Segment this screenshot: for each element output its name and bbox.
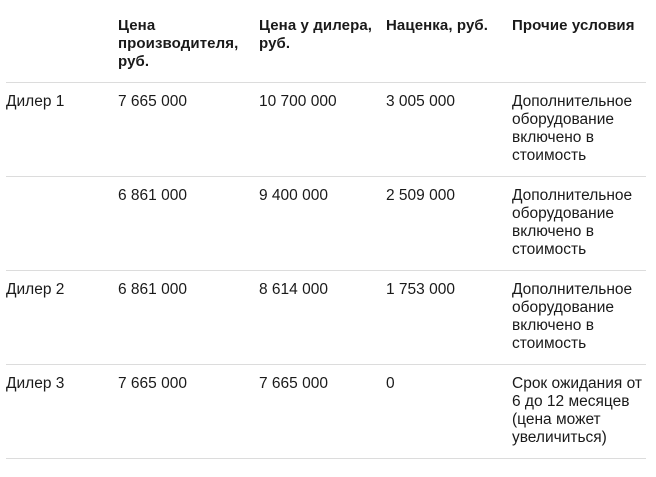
table-row: Дилер 3 7 665 000 7 665 000 0 Срок ожида… [6,364,646,459]
cell-manufacturer-price: 6 861 000 [118,176,259,271]
header-conditions: Прочие условия [512,0,646,83]
cell-conditions: Дополнительное оборудование включено в с… [512,82,646,177]
cell-dealer-price: 10 700 000 [259,82,386,177]
table-row: Дилер 2 6 861 000 8 614 000 1 753 000 До… [6,270,646,365]
cell-manufacturer-price: 6 861 000 [118,270,259,365]
cell-conditions: Срок ожидания от 6 до 12 месяцев (цена м… [512,364,646,459]
cell-dealer: Дилер 1 [6,82,118,177]
price-comparison-table: Цена производителя, руб. Цена у дилера, … [6,0,646,459]
cell-dealer [6,176,118,271]
cell-manufacturer-price: 7 665 000 [118,82,259,177]
price-comparison-table-container: Цена производителя, руб. Цена у дилера, … [6,0,646,459]
cell-dealer-price: 9 400 000 [259,176,386,271]
header-markup: Наценка, руб. [386,0,512,83]
table-row: 6 861 000 9 400 000 2 509 000 Дополнител… [6,176,646,271]
table-row: Дилер 1 7 665 000 10 700 000 3 005 000 Д… [6,82,646,177]
cell-markup: 1 753 000 [386,270,512,365]
cell-conditions: Дополнительное оборудование включено в с… [512,270,646,365]
cell-markup: 2 509 000 [386,176,512,271]
cell-dealer: Дилер 3 [6,364,118,459]
cell-markup: 0 [386,364,512,459]
table-header-row: Цена производителя, руб. Цена у дилера, … [6,0,646,83]
header-manufacturer-price: Цена производителя, руб. [118,0,259,83]
cell-markup: 3 005 000 [386,82,512,177]
cell-dealer-price: 7 665 000 [259,364,386,459]
header-dealer-price: Цена у дилера, руб. [259,0,386,83]
cell-conditions: Дополнительное оборудование включено в с… [512,176,646,271]
cell-dealer-price: 8 614 000 [259,270,386,365]
cell-manufacturer-price: 7 665 000 [118,364,259,459]
cell-dealer: Дилер 2 [6,270,118,365]
header-dealer [6,0,118,83]
